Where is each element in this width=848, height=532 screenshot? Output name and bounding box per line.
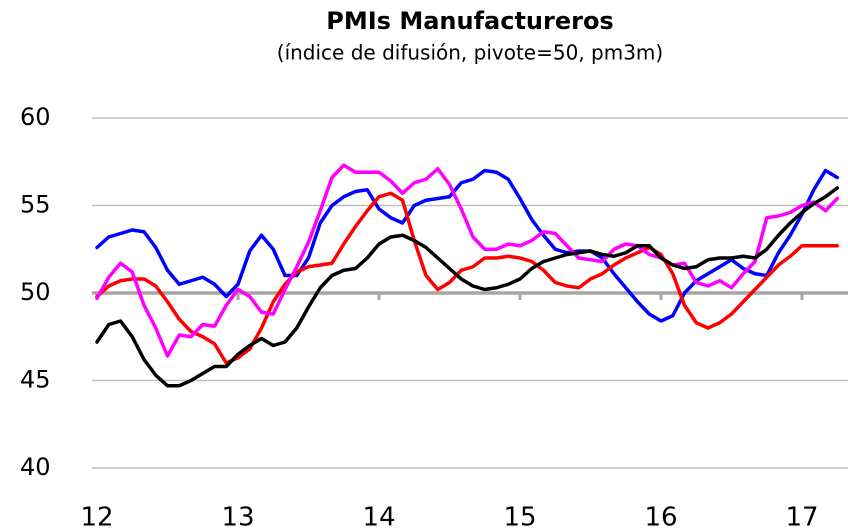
x-tick-label: 15 — [503, 503, 536, 532]
series-line — [95, 186, 839, 388]
chart-title: PMIs Manufactureros — [326, 7, 613, 35]
y-tick-label: 40 — [20, 453, 51, 481]
y-tick-label: 55 — [20, 191, 51, 219]
x-tick-label: 14 — [362, 503, 395, 532]
y-tick-label: 45 — [20, 366, 51, 394]
chart-subtitle: (índice de difusión, pivote=50, pm3m) — [277, 41, 663, 65]
series-line — [95, 168, 839, 323]
series-line — [95, 163, 839, 358]
y-tick-label: 50 — [20, 278, 51, 306]
x-tick-label: 17 — [785, 503, 818, 532]
x-tick-label: 12 — [80, 503, 113, 532]
y-tick-label: 60 — [20, 103, 51, 131]
x-tick-label: 16 — [644, 503, 677, 532]
series-line — [95, 191, 839, 365]
x-tick-label: 13 — [221, 503, 254, 532]
